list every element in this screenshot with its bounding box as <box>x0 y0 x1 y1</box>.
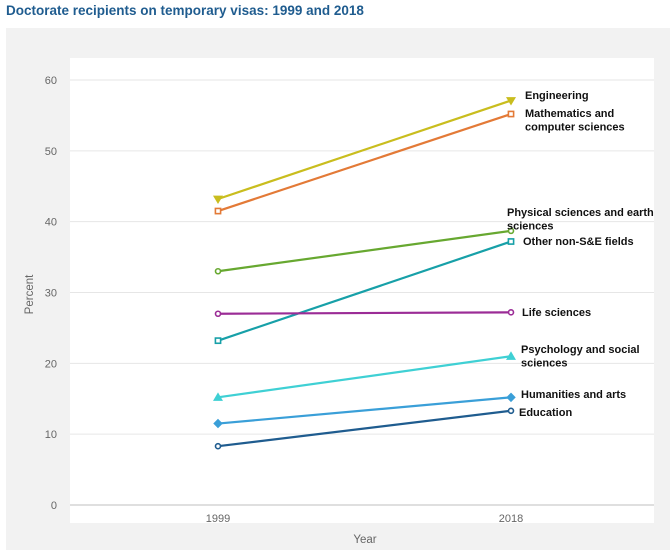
point-engineering-1999 <box>212 195 224 204</box>
series-physical-sciences-and-earth-sciences <box>214 227 515 275</box>
line-psychology-and-social-sciences <box>217 355 512 399</box>
point-engineering-2018 <box>505 97 517 106</box>
series-psychology-and-social-sciences <box>213 351 516 401</box>
y-tick-label: 10 <box>45 429 57 441</box>
y-tick-label: 30 <box>45 288 57 300</box>
point-education-1999 <box>214 442 222 450</box>
point-life-sciences-1999 <box>214 310 222 318</box>
y-tick-label: 50 <box>45 146 57 158</box>
point-life-sciences-2018 <box>507 309 515 316</box>
point-physical-sciences-and-earth-sciences-1999 <box>214 267 222 275</box>
y-tick-label: 40 <box>45 217 57 229</box>
line-engineering <box>217 99 512 201</box>
series-label-psychology-and-social-sciences: Psychology and social sciences <box>521 344 640 370</box>
point-physical-sciences-and-earth-sciences-2018 <box>507 227 515 235</box>
plot-area <box>70 58 654 523</box>
y-tick-label: 20 <box>45 358 57 370</box>
y-tick-label: 0 <box>51 500 57 512</box>
axes: 0 10 20 30 40 50 60 1999 2018 Year Percent <box>24 75 523 546</box>
series-education <box>214 407 515 450</box>
series-label-physical-sciences-and-earth-sciences: Physical sciences and earth sciences <box>507 207 654 233</box>
x-tick-label: 2018 <box>499 513 523 525</box>
point-other-non-sande-fields-1999 <box>214 337 222 345</box>
chart-title: Doctorate recipients on temporary visas:… <box>6 3 364 18</box>
point-psychology-and-social-sciences-1999 <box>213 392 223 401</box>
point-mathematics-and-computer-sciences-1999 <box>214 207 222 215</box>
series-humanities-and-arts <box>213 392 516 429</box>
line-physical-sciences-and-earth-sciences <box>217 229 512 273</box>
series-engineering <box>212 97 517 204</box>
line-life-sciences <box>217 311 512 315</box>
series-label-education: Education <box>519 407 572 419</box>
point-humanities-and-arts-2018 <box>506 392 516 403</box>
point-education-2018 <box>507 407 515 415</box>
point-mathematics-and-computer-sciences-2018 <box>507 110 515 118</box>
y-axis-title: Percent <box>24 274 36 314</box>
point-humanities-and-arts-1999 <box>213 418 223 429</box>
x-tick-label: 1999 <box>206 513 230 525</box>
x-axis-title: Year <box>353 534 376 546</box>
series-other-non-sande-fields <box>214 238 515 345</box>
series-mathematics-and-computer-sciences <box>214 110 515 215</box>
series-label-life-sciences: Life sciences <box>522 307 591 319</box>
point-other-non-sande-fields-2018 <box>507 238 515 245</box>
series-label-engineering: Engineering <box>525 90 589 102</box>
line-other-non-sande-fields <box>217 240 512 342</box>
series-labels: Engineering Mathematics and computer scien… <box>507 90 654 419</box>
series-life-sciences <box>214 309 515 318</box>
y-tick-label: 60 <box>45 75 57 87</box>
series-label-other-non-sande-fields: Other non-S&E fields <box>523 236 634 248</box>
series-group <box>212 97 517 450</box>
series-label-mathematics-and-computer-sciences: Mathematics and computer sciences <box>525 108 625 134</box>
line-education <box>217 409 512 448</box>
series-label-humanities-and-arts: Humanities and arts <box>521 389 626 401</box>
line-humanities-and-arts <box>217 396 512 425</box>
point-psychology-and-social-sciences-2018 <box>506 351 516 360</box>
line-mathematics-and-computer-sciences <box>217 112 512 213</box>
